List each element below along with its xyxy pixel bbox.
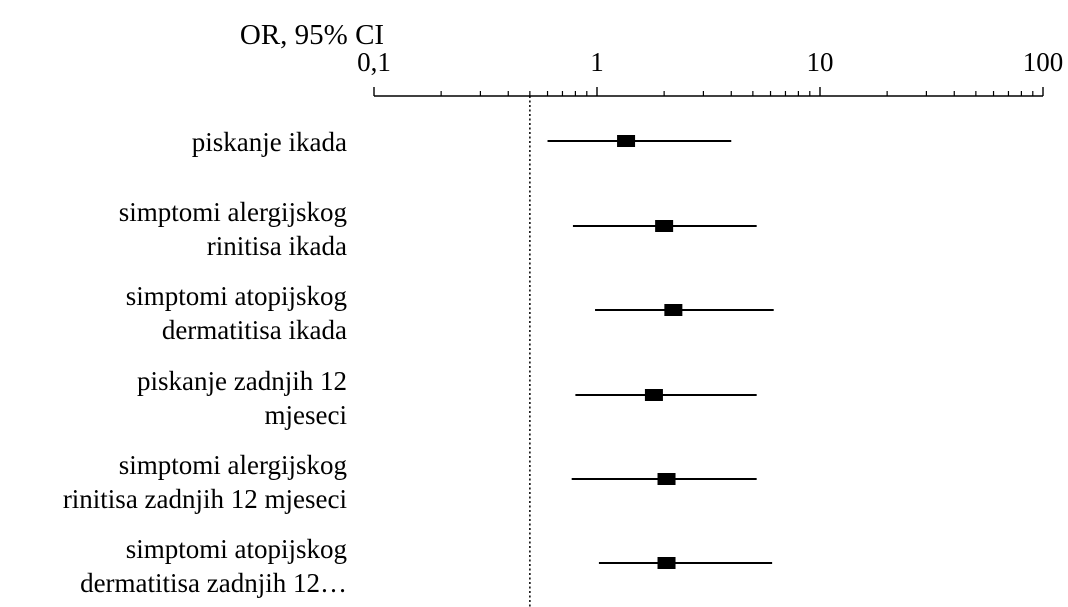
forest-row: piskanje zadnjih 12 mjeseci: [137, 366, 757, 430]
row-label: rinitisa ikada: [207, 231, 347, 261]
or-point: [657, 473, 676, 485]
or-point: [644, 389, 663, 401]
row-label: piskanje ikada: [192, 127, 347, 157]
row-label: dermatitisa ikada: [162, 315, 347, 345]
row-label: simptomi atopijskog: [126, 281, 347, 311]
rows: piskanje ikada simptomi alergijskog riniti…: [63, 127, 774, 598]
axis-title: OR, 95% CI: [240, 19, 384, 51]
forest-row: simptomi alergijskog rinitisa ikada: [119, 197, 757, 261]
row-label: simptomi alergijskog: [119, 197, 347, 227]
row-label: piskanje zadnjih 12: [137, 366, 347, 396]
forest-row: piskanje ikada: [192, 127, 732, 157]
forest-row: simptomi atopijskog dermatitisa zadnjih 1…: [80, 534, 773, 598]
tick-label: 100: [1023, 47, 1064, 77]
forest-row: simptomi alergijskog rinitisa zadnjih 12 …: [63, 450, 757, 514]
forest-row: simptomi atopijskog dermatitisa ikada: [126, 281, 774, 345]
row-label: mjeseci: [265, 400, 347, 430]
or-point: [655, 220, 674, 232]
row-label: dermatitisa zadnjih 12…: [80, 568, 347, 598]
tick-label: 0,1: [357, 47, 391, 77]
minor-ticks: [440, 91, 1034, 96]
tick-labels: 0,1 1 10 100: [357, 47, 1063, 77]
tick-label: 10: [807, 47, 834, 77]
or-point: [617, 135, 636, 147]
tick-label: 1: [590, 47, 604, 77]
row-label: simptomi alergijskog: [119, 450, 347, 480]
or-point: [657, 557, 676, 569]
row-label: rinitisa zadnjih 12 mjeseci: [63, 484, 347, 514]
row-label: simptomi atopijskog: [126, 534, 347, 564]
or-point: [664, 304, 683, 316]
major-ticks: [373, 87, 1044, 96]
